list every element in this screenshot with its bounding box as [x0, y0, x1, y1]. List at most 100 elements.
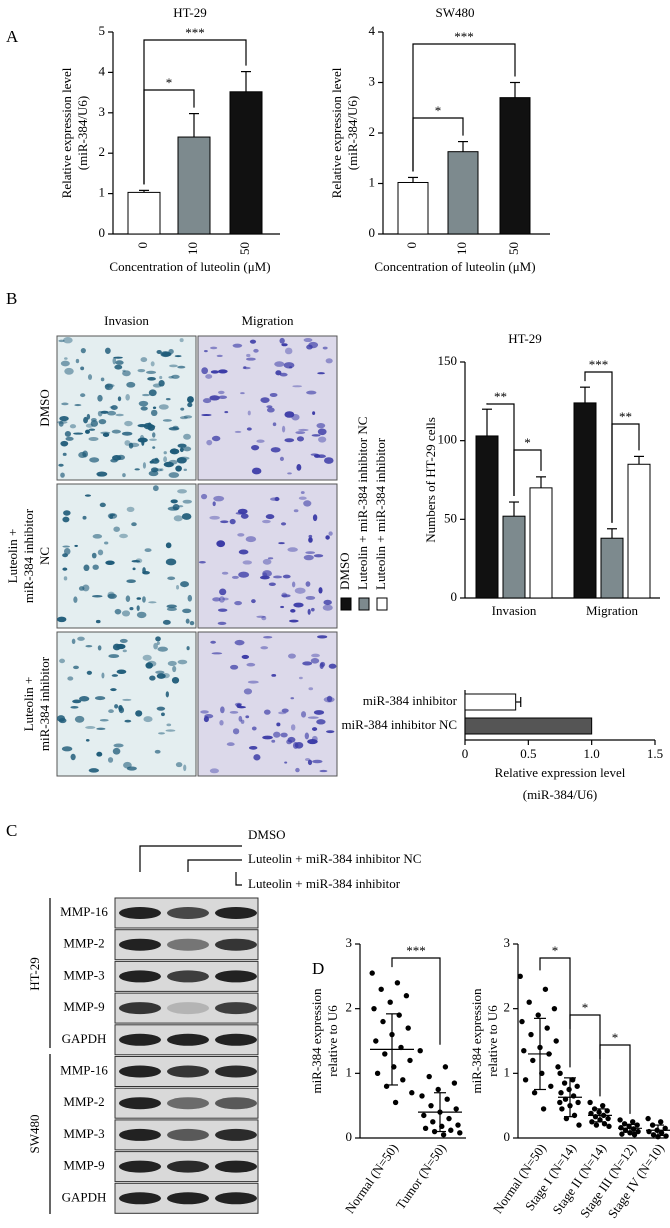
blot-band — [167, 1002, 209, 1015]
chart-title: SW480 — [436, 5, 475, 20]
cell — [146, 370, 157, 374]
cell — [104, 383, 114, 391]
cell — [58, 717, 67, 724]
data-point — [575, 1099, 581, 1106]
panel-label: A — [6, 27, 19, 46]
cell — [323, 599, 332, 606]
cell — [64, 367, 74, 375]
cell — [166, 723, 172, 727]
cell — [163, 451, 167, 455]
cell — [124, 440, 131, 446]
cell — [91, 595, 103, 598]
cell — [263, 635, 273, 639]
treatment-label: Luteolin + miR-384 inhibitor — [248, 876, 401, 891]
cell — [288, 619, 299, 623]
cell — [151, 458, 160, 464]
cell — [260, 397, 270, 403]
cell — [178, 456, 190, 460]
cell — [89, 457, 100, 463]
cell — [85, 423, 94, 428]
data-point — [522, 1077, 529, 1083]
cell — [187, 594, 193, 602]
cell — [147, 660, 157, 667]
significance-label: *** — [589, 357, 609, 372]
cell — [204, 714, 214, 719]
cell — [128, 442, 134, 449]
data-point — [453, 1106, 459, 1112]
cell — [129, 607, 134, 611]
cell — [171, 676, 180, 684]
cell — [142, 596, 146, 603]
cell — [219, 720, 224, 726]
x-tick-label: 0 — [404, 242, 419, 249]
x-tick-label: 0.5 — [520, 746, 536, 761]
y-tick-label: 3 — [99, 104, 106, 119]
cell — [111, 429, 121, 434]
cell — [280, 732, 288, 738]
cell — [231, 575, 239, 579]
data-point — [558, 1090, 564, 1096]
cell — [140, 357, 148, 363]
cell — [126, 506, 135, 512]
cell — [105, 384, 110, 390]
cell — [290, 609, 296, 613]
data-point — [630, 1126, 637, 1132]
cell — [136, 605, 140, 612]
cell — [97, 645, 102, 651]
data-point — [382, 1051, 388, 1057]
cell — [64, 357, 68, 360]
cell — [119, 638, 128, 643]
cell — [115, 360, 124, 365]
cell — [325, 358, 333, 364]
row-label: Luteolin + — [21, 677, 36, 732]
data-point — [540, 1106, 547, 1112]
cell — [82, 450, 88, 458]
cell — [148, 601, 157, 604]
cell — [305, 581, 311, 587]
data-point — [600, 1102, 606, 1109]
cell — [63, 547, 71, 555]
data-point — [553, 1038, 559, 1044]
data-point — [596, 1109, 602, 1115]
cell — [211, 435, 221, 442]
cell — [229, 518, 236, 525]
cell — [218, 596, 225, 603]
cell — [99, 502, 106, 508]
cell — [247, 410, 251, 416]
cell — [224, 411, 229, 414]
bar — [502, 515, 526, 599]
blot-band — [215, 1097, 257, 1110]
cell — [305, 595, 316, 600]
data-point — [422, 1125, 429, 1132]
cell — [108, 654, 120, 659]
y-tick-label: miR-384 inhibitor NC — [341, 717, 457, 732]
cell — [80, 366, 85, 371]
cell — [158, 732, 165, 735]
data-point — [448, 1127, 454, 1133]
cell — [313, 554, 324, 558]
cell — [84, 494, 92, 497]
y-axis-label: (miR-384/U6) — [75, 96, 90, 170]
data-point — [589, 1119, 595, 1125]
cell — [115, 413, 124, 417]
panel-label: D — [312, 959, 324, 978]
cell — [256, 439, 265, 443]
data-point — [430, 1119, 436, 1125]
cell — [113, 743, 124, 748]
cell — [307, 739, 318, 745]
data-point — [455, 1122, 461, 1128]
cell — [167, 660, 177, 667]
cell — [138, 400, 149, 407]
cell — [269, 392, 278, 397]
cell — [251, 467, 262, 475]
cell — [91, 552, 97, 559]
cell — [295, 767, 300, 773]
bar — [464, 693, 517, 711]
cell — [156, 706, 166, 711]
cell — [209, 515, 220, 520]
significance-bracket — [513, 449, 542, 497]
cell — [85, 726, 96, 729]
cell — [168, 427, 180, 431]
blot-band — [167, 1160, 209, 1173]
cell — [122, 649, 127, 653]
